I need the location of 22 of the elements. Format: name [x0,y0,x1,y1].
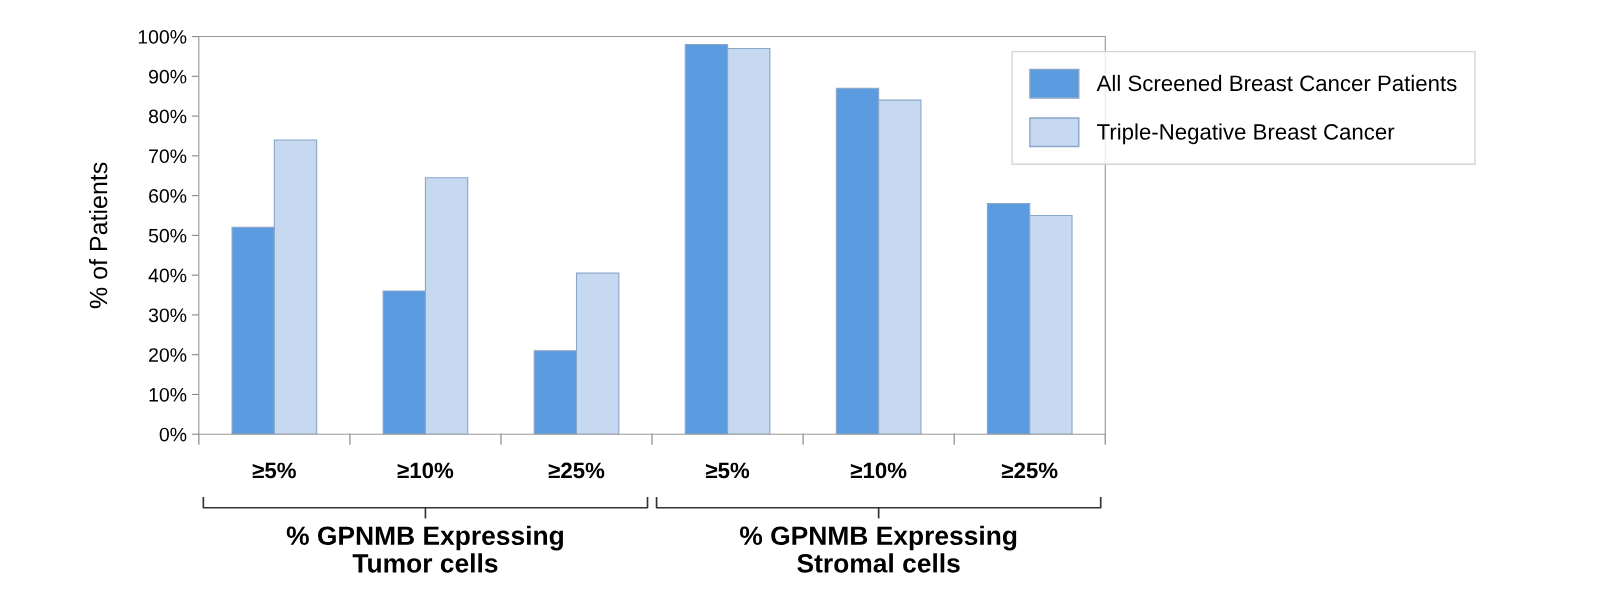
y-tick-label: 40% [148,268,187,283]
x-tick-label: ≥25% [1001,462,1058,479]
y-axis-title: % of Patients [88,162,108,309]
y-tick-label: 100% [138,30,187,44]
y-tick-label: 50% [148,228,187,243]
y-tick-label: 20% [149,348,187,362]
legend-label: Triple-Negative Breast Cancer [1097,123,1395,145]
y-tick-label: 70% [149,149,187,164]
y-tick-label: 30% [148,308,187,323]
x-tick-label: ≥25% [548,462,605,479]
x-tick-label: ≥10% [397,462,454,479]
legend-label: All Screened Breast Cancer Patients [1096,74,1457,92]
text: % GPNMB Expressing Stromal cells [740,525,1017,573]
y-tick-label: 10% [149,387,187,402]
x-tick-label: ≥5% [252,462,296,479]
y-tick-label: 80% [148,109,187,124]
y-tick-label: 0% [159,427,187,442]
y-tick-label: 90% [149,69,187,84]
text: % GPNMB Expressing Tumor cells [286,525,563,573]
y-tick-label: 60% [149,189,187,203]
x-tick-label: ≥5% [705,462,750,479]
x-tick-label: ≥10% [850,462,907,479]
